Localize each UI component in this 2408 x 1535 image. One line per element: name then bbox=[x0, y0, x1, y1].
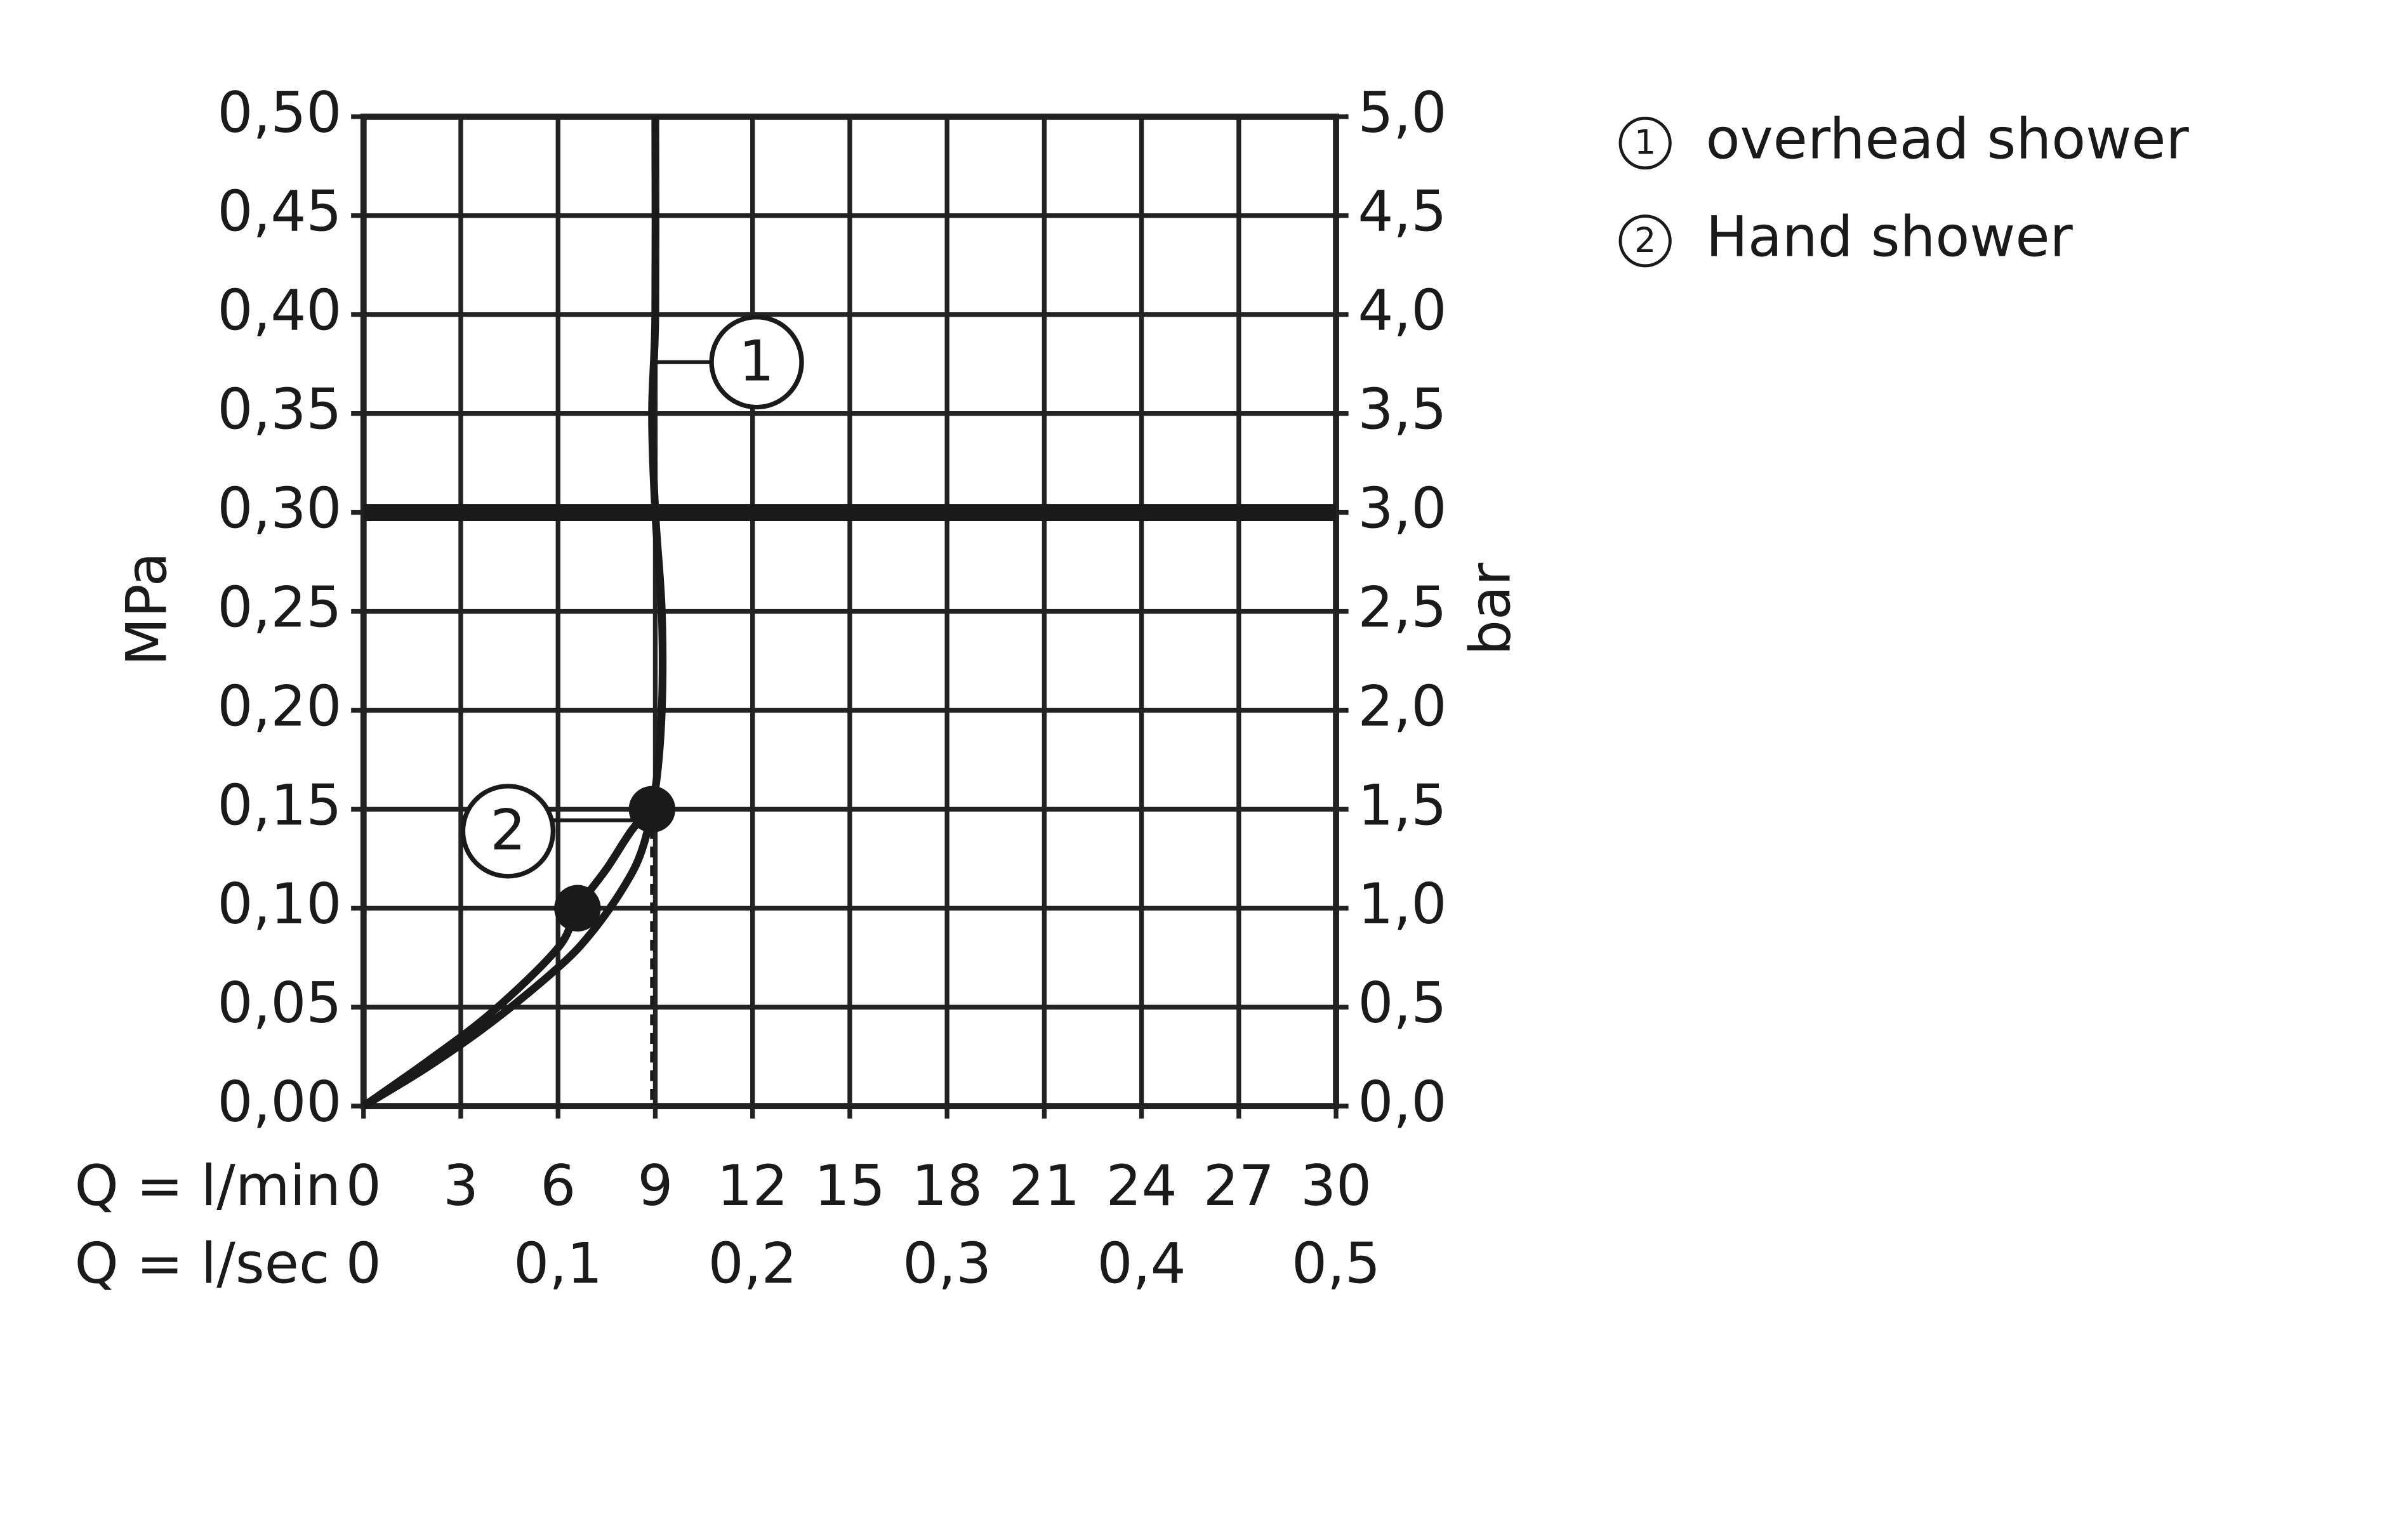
x2-tick-label: 0,5 bbox=[1292, 1231, 1380, 1296]
y-tick-label: 0,40 bbox=[217, 278, 341, 343]
x-tick-label: 21 bbox=[1009, 1153, 1080, 1218]
x2-axis-label: Q = l/sec bbox=[74, 1231, 329, 1296]
callout-label: 1 bbox=[739, 328, 774, 393]
x-tick-label: 12 bbox=[717, 1153, 788, 1218]
y2-tick-label: 1,0 bbox=[1358, 871, 1446, 937]
y2-tick-label: 0,0 bbox=[1358, 1069, 1446, 1135]
y-tick-label: 0,50 bbox=[217, 80, 341, 145]
x-tick-label: 15 bbox=[814, 1153, 885, 1218]
legend-label: Hand shower bbox=[1706, 204, 2074, 270]
y-tick-label: 0,25 bbox=[217, 574, 341, 640]
x-tick-label: 9 bbox=[637, 1153, 673, 1218]
legend-symbol bbox=[1618, 214, 1672, 268]
y2-tick-label: 4,5 bbox=[1358, 179, 1446, 244]
callout-label: 2 bbox=[490, 798, 526, 863]
y2-tick-label: 1,5 bbox=[1358, 772, 1446, 838]
x-tick-label: 6 bbox=[540, 1153, 576, 1218]
y2-tick-label: 0,5 bbox=[1358, 970, 1446, 1036]
x2-tick-label: 0,4 bbox=[1097, 1231, 1186, 1296]
x-tick-label: 30 bbox=[1300, 1153, 1372, 1218]
y-tick-label: 0,05 bbox=[217, 970, 341, 1036]
x-tick-label: 18 bbox=[911, 1153, 982, 1218]
callout-circle bbox=[460, 784, 556, 879]
x-axis-label: Q = l/min bbox=[74, 1153, 341, 1218]
y2-axis-label: bar bbox=[1458, 562, 1523, 656]
legend-label: overhead shower bbox=[1706, 106, 2190, 171]
y2-tick-label: 5,0 bbox=[1358, 80, 1446, 145]
marker-point bbox=[554, 885, 601, 932]
x2-tick-label: 0,2 bbox=[708, 1231, 797, 1296]
plot-frame bbox=[360, 114, 1339, 1110]
marker-point bbox=[628, 786, 676, 833]
y-tick-label: 0,35 bbox=[217, 377, 341, 442]
x2-tick-label: 0,3 bbox=[903, 1231, 991, 1296]
series-line bbox=[361, 806, 655, 1110]
y2-tick-label: 2,5 bbox=[1358, 574, 1446, 640]
y-tick-label: 0,45 bbox=[217, 179, 341, 244]
y2-tick-label: 4,0 bbox=[1358, 278, 1446, 343]
y2-tick-label: 2,0 bbox=[1358, 673, 1446, 739]
y2-tick-label: 3,0 bbox=[1358, 476, 1446, 541]
y-tick-label: 0,15 bbox=[217, 772, 341, 838]
x-tick-label: 3 bbox=[443, 1153, 479, 1218]
x2-tick-label: 0,1 bbox=[513, 1231, 602, 1296]
y-tick-label: 0,10 bbox=[217, 871, 341, 937]
y-tick-label: 0,00 bbox=[217, 1069, 341, 1135]
legend-number: 1 bbox=[1634, 122, 1656, 162]
series-line bbox=[361, 116, 667, 1110]
y-tick-label: 0,20 bbox=[217, 673, 341, 739]
y2-tick-label: 3,5 bbox=[1358, 377, 1446, 442]
legend-number: 2 bbox=[1634, 220, 1656, 260]
x-tick-label: 0 bbox=[346, 1153, 381, 1218]
y-axis-label: MPa bbox=[114, 552, 179, 666]
x-tick-label: 27 bbox=[1203, 1153, 1274, 1218]
callout-circle bbox=[709, 314, 804, 410]
legend-symbol bbox=[1618, 116, 1672, 170]
x2-tick-label: 0 bbox=[346, 1231, 381, 1296]
y-tick-label: 0,30 bbox=[217, 476, 341, 541]
x-tick-label: 24 bbox=[1106, 1153, 1177, 1218]
